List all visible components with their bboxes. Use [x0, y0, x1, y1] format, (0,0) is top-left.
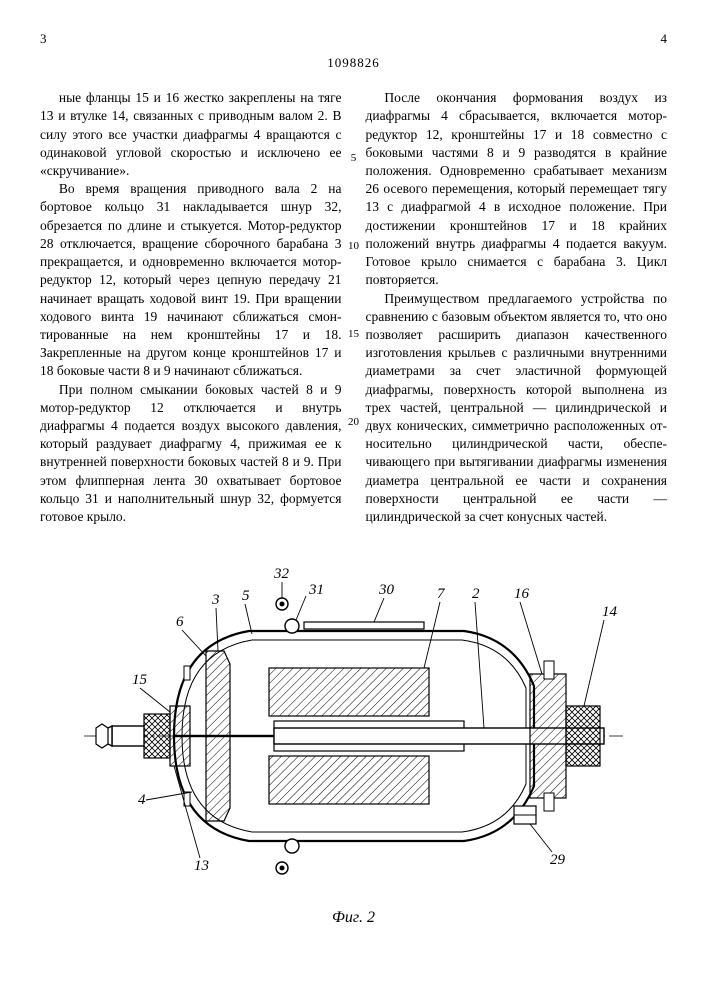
text-columns: ные фланцы 15 и 16 жестко закреплены на … [40, 89, 667, 526]
figure-svg: 32 31 30 7 2 16 14 3 5 6 15 4 13 [74, 556, 634, 896]
marker-10: 10 [344, 239, 364, 254]
label-7: 7 [437, 586, 446, 602]
figure-caption: Фиг. 2 [40, 907, 667, 929]
figure-2: 32 31 30 7 2 16 14 3 5 6 15 4 13 [40, 556, 667, 928]
page-num-left: 3 [40, 30, 47, 48]
marker-15: 15 [344, 327, 364, 342]
label-15: 15 [132, 672, 148, 688]
label-31: 31 [308, 582, 324, 598]
label-30: 30 [378, 582, 395, 598]
doc-number: 1098826 [40, 54, 667, 72]
label-14: 14 [602, 604, 618, 620]
left-p2: Во время вращения приводного вала 2 на б… [40, 180, 342, 380]
label-4: 4 [138, 792, 146, 808]
right-column: После окончания формования воздух из диа… [366, 89, 668, 526]
right-p1: После окончания формования воздух из диа… [366, 89, 668, 289]
label-32: 32 [273, 566, 290, 582]
marker-20: 20 [344, 415, 364, 430]
left-p3: При полном смыкании боковых частей 8 и 9… [40, 381, 342, 527]
page-num-right: 4 [661, 30, 668, 48]
label-13: 13 [194, 858, 209, 874]
left-column: ные фланцы 15 и 16 жестко закреплены на … [40, 89, 342, 526]
marker-5: 5 [344, 151, 364, 166]
label-3: 3 [211, 592, 220, 608]
line-markers: 5 10 15 20 [344, 89, 364, 526]
label-29: 29 [550, 852, 566, 868]
label-2: 2 [472, 586, 480, 602]
left-p1: ные фланцы 15 и 16 жестко закреплены на … [40, 89, 342, 180]
label-6: 6 [176, 614, 184, 630]
right-p2: Преимуществом предлагаемого устрой­ства … [366, 290, 668, 527]
label-5: 5 [242, 588, 250, 604]
label-16: 16 [514, 586, 530, 602]
